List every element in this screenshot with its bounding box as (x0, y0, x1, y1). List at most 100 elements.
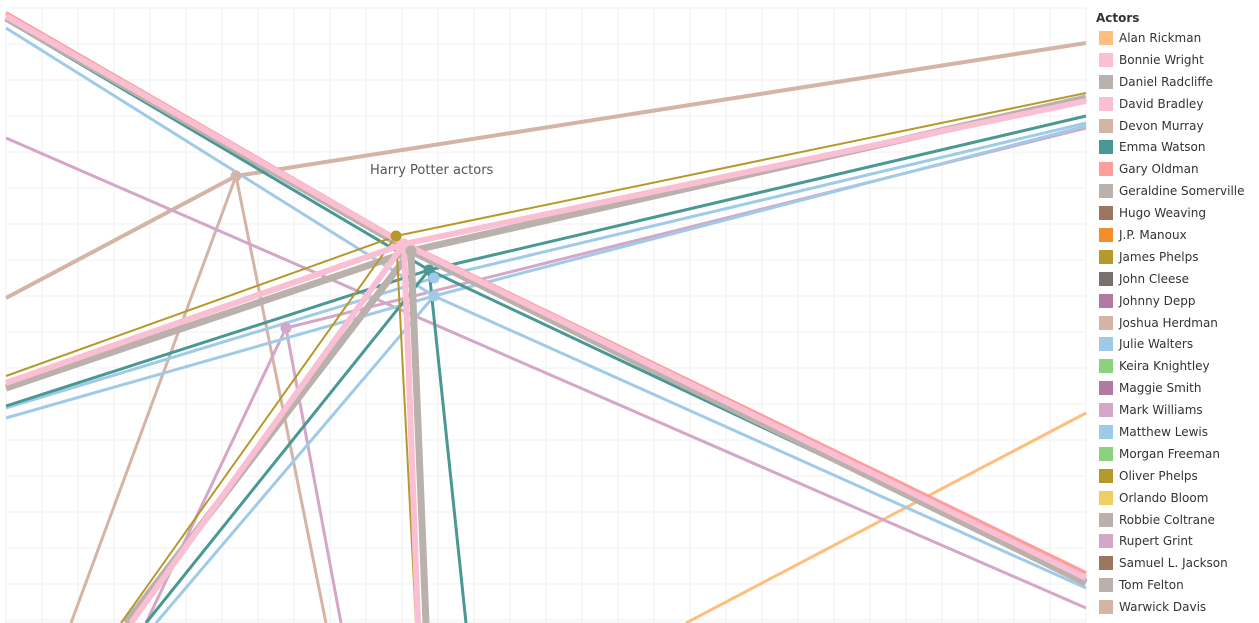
legend-swatch (1099, 534, 1113, 549)
legend-item[interactable]: Matthew Lewis (1092, 421, 1257, 443)
legend-label: Tom Felton (1119, 578, 1184, 593)
legend-item[interactable]: Samuel L. Jackson (1092, 552, 1257, 574)
legend-label: Gary Oldman (1119, 162, 1199, 177)
legend-swatch (1099, 512, 1113, 527)
legend-label: Samuel L. Jackson (1119, 556, 1228, 571)
legend-swatch (1099, 74, 1113, 89)
legend-label: Robbie Coltrane (1119, 512, 1215, 527)
legend-item[interactable]: Gary Oldman (1092, 158, 1257, 180)
legend-swatch (1099, 162, 1113, 177)
legend-item[interactable]: Geraldine Somerville (1092, 180, 1257, 202)
legend-label: Warwick Davis (1119, 600, 1207, 615)
legend-swatch (1099, 249, 1113, 264)
legend-label: John Cleese (1119, 271, 1190, 286)
legend-item[interactable]: Warwick Davis (1092, 596, 1257, 618)
series-line[interactable] (401, 243, 421, 623)
legend-item[interactable]: David Bradley (1092, 93, 1257, 115)
legend-swatch (1099, 293, 1113, 308)
legend-item[interactable]: Julie Walters (1092, 333, 1257, 355)
legend-label: Keira Knightley (1119, 359, 1210, 374)
series-line[interactable] (69, 175, 238, 623)
legend-item[interactable]: Morgan Freeman (1092, 443, 1257, 465)
node-marker[interactable] (428, 272, 440, 284)
series-line[interactable] (5, 136, 1087, 610)
series-line[interactable] (120, 235, 397, 623)
series-line[interactable] (144, 269, 431, 623)
node-marker[interactable] (230, 170, 242, 182)
legend-item[interactable]: Johnny Depp (1092, 290, 1257, 312)
plot-area[interactable]: Harry Potter actors (0, 0, 1090, 623)
legend-item[interactable]: Emma Watson (1092, 136, 1257, 158)
node-marker[interactable] (423, 264, 435, 276)
legend-label: Johnny Depp (1119, 293, 1196, 308)
legend-label: Hugo Weaving (1119, 206, 1206, 221)
series-line[interactable] (427, 269, 468, 623)
legend-swatch (1099, 184, 1113, 199)
legend-items: Alan Rickman Bonnie Wright Daniel Radcliff… (1092, 27, 1257, 618)
legend-swatch (1099, 337, 1113, 352)
legend-swatch (1099, 271, 1113, 286)
legend-label: James Phelps (1119, 249, 1199, 264)
legend-label: Alan Rickman (1119, 30, 1202, 45)
legend-item[interactable]: Keira Knightley (1092, 355, 1257, 377)
legend-item[interactable]: Robbie Coltrane (1092, 509, 1257, 531)
series-line[interactable] (407, 250, 430, 623)
legend-swatch (1099, 315, 1113, 330)
node-marker[interactable] (398, 238, 410, 250)
legend-swatch (1099, 206, 1113, 221)
legend-item[interactable]: Orlando Bloom (1092, 487, 1257, 509)
legend-label: Rupert Grint (1119, 534, 1193, 549)
legend-item[interactable]: Maggie Smith (1092, 377, 1257, 399)
legend-label: Emma Watson (1119, 140, 1206, 155)
legend-swatch (1099, 424, 1113, 439)
legend-label: Daniel Radcliffe (1119, 74, 1214, 89)
legend-swatch (1099, 381, 1113, 396)
node-markers (230, 170, 440, 334)
legend-item[interactable]: Rupert Grint (1092, 530, 1257, 552)
legend-label: Bonnie Wright (1119, 52, 1204, 67)
legend-swatch (1099, 30, 1113, 45)
series-line[interactable] (154, 295, 436, 623)
legend-swatch (1099, 52, 1113, 67)
legend-swatch (1099, 140, 1113, 155)
series-line[interactable] (128, 242, 407, 623)
legend-label: Orlando Bloom (1119, 490, 1209, 505)
legend-swatch (1099, 578, 1113, 593)
legend-item[interactable]: J.P. Manoux (1092, 224, 1257, 246)
legend-swatch (1099, 600, 1113, 615)
legend-swatch (1099, 490, 1113, 505)
legend-swatch (1099, 403, 1113, 418)
legend-item[interactable]: Mark Williams (1092, 399, 1257, 421)
series-line[interactable] (685, 411, 1087, 623)
legend-item[interactable]: Joshua Herdman (1092, 312, 1257, 334)
node-marker[interactable] (428, 290, 440, 302)
node-marker[interactable] (280, 322, 292, 334)
legend-item[interactable]: Oliver Phelps (1092, 465, 1257, 487)
legend-item[interactable]: Hugo Weaving (1092, 202, 1257, 224)
legend-item[interactable]: Devon Murray (1092, 115, 1257, 137)
legend-swatch (1099, 556, 1113, 571)
legend-item[interactable]: Alan Rickman (1092, 27, 1257, 49)
legend-item[interactable]: Daniel Radcliffe (1092, 71, 1257, 93)
chart-annotation: Harry Potter actors (370, 163, 494, 178)
legend-label: Oliver Phelps (1119, 468, 1198, 483)
legend-item[interactable]: Bonnie Wright (1092, 49, 1257, 71)
legend-item[interactable]: Tom Felton (1092, 574, 1257, 596)
legend-label: Geraldine Somerville (1119, 184, 1245, 199)
legend-label: David Bradley (1119, 96, 1204, 111)
node-marker[interactable] (405, 245, 417, 257)
legend-swatch (1099, 96, 1113, 111)
legend-label: Mark Williams (1119, 403, 1203, 418)
legend-item[interactable]: James Phelps (1092, 246, 1257, 268)
network-plot[interactable] (0, 0, 1090, 623)
legend-swatch (1099, 446, 1113, 461)
legend-swatch (1099, 359, 1113, 374)
legend-label: Joshua Herdman (1119, 315, 1218, 330)
legend-title: Actors (1096, 11, 1140, 25)
series-line[interactable] (433, 124, 1087, 298)
legend-label: Morgan Freeman (1119, 446, 1220, 461)
legend-label: Julie Walters (1119, 337, 1194, 352)
legend-item[interactable]: John Cleese (1092, 268, 1257, 290)
node-marker[interactable] (390, 230, 402, 242)
legend-swatch (1099, 227, 1113, 242)
